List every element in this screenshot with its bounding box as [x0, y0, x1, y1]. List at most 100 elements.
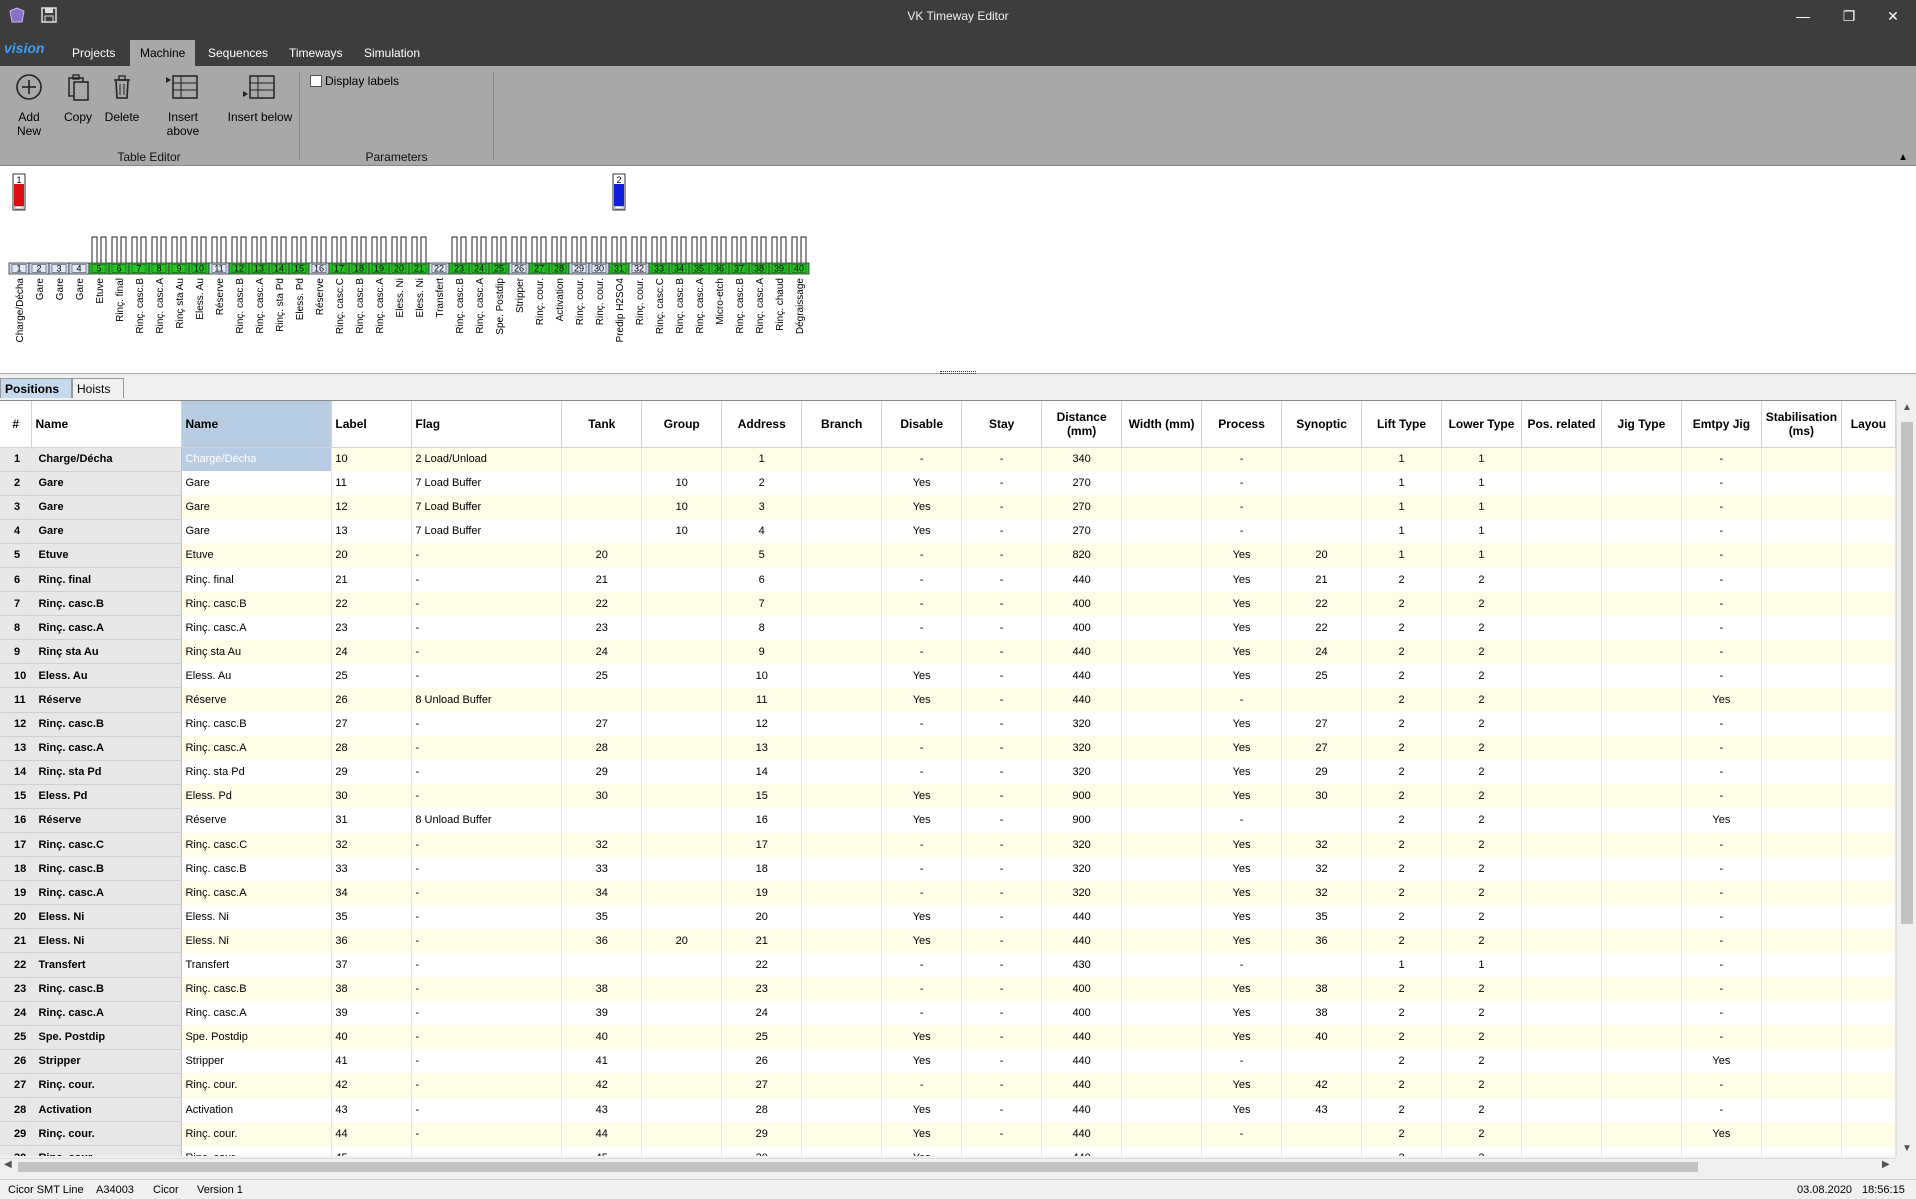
table-cell[interactable]: Yes [881, 687, 963, 713]
table-cell[interactable]: Yes [1201, 639, 1283, 664]
row-header-name[interactable]: Rinç. casc.A [31, 615, 183, 641]
table-cell[interactable] [801, 615, 883, 640]
table-cell[interactable] [1521, 977, 1602, 1002]
table-cell[interactable]: 14 [721, 760, 803, 785]
table-cell[interactable]: Eless. Ni [181, 904, 333, 929]
table-cell[interactable]: 10 [641, 519, 723, 544]
table-cell[interactable] [1761, 1001, 1842, 1026]
table-cell[interactable]: 22 [561, 591, 643, 616]
table-cell[interactable]: 2 [1441, 663, 1522, 688]
table-cell[interactable]: 18 [721, 856, 803, 881]
table-cell[interactable] [1761, 615, 1842, 640]
table-cell[interactable] [1121, 1145, 1203, 1156]
table-cell[interactable]: Yes [1201, 977, 1283, 1002]
table-cell[interactable]: - [1201, 447, 1283, 472]
table-cell[interactable]: 2 [1361, 904, 1442, 929]
table-cell[interactable]: 26 [721, 1049, 803, 1074]
table-cell[interactable]: - [881, 1001, 963, 1026]
table-cell[interactable] [1121, 639, 1203, 664]
table-cell[interactable] [801, 1097, 883, 1122]
table-cell[interactable]: 22 [331, 591, 413, 616]
table-cell[interactable]: 340 [1041, 447, 1123, 472]
row-header-name[interactable]: Rinç. sta Pd [31, 760, 183, 785]
row-number[interactable]: 20 [0, 904, 33, 930]
table-cell[interactable]: 33 [561, 856, 643, 881]
table-cell[interactable] [801, 1145, 883, 1156]
table-cell[interactable]: 7 Load Buffer [411, 519, 563, 544]
table-cell[interactable]: - [961, 1049, 1043, 1074]
table-cell[interactable]: - [961, 1073, 1043, 1098]
table-cell[interactable]: Yes [881, 1097, 963, 1122]
table-cell[interactable]: Yes [1681, 808, 1762, 833]
table-cell[interactable]: - [1681, 904, 1762, 929]
table-cell[interactable] [801, 447, 883, 472]
table-cell[interactable]: - [881, 567, 963, 592]
tab-timeways[interactable]: Timeways [289, 46, 343, 60]
row-number[interactable]: 9 [0, 639, 33, 665]
table-cell[interactable]: - [411, 1001, 563, 1026]
table-cell[interactable]: 42 [1281, 1073, 1363, 1098]
table-cell[interactable] [1761, 904, 1842, 929]
table-cell[interactable] [561, 952, 643, 978]
table-cell[interactable]: Yes [881, 904, 963, 929]
table-cell[interactable]: Rinç. casc.B [181, 591, 333, 616]
table-cell[interactable] [641, 712, 723, 737]
table-cell[interactable]: 33 [331, 856, 413, 881]
table-cell[interactable]: 36 [331, 928, 413, 953]
table-cell[interactable]: Yes [881, 928, 963, 953]
tab-hoists[interactable]: Hoists [72, 378, 124, 398]
scroll-up-icon[interactable]: ▲ [1902, 402, 1912, 413]
table-row[interactable]: 23 Rinç. casc.B Rinç. casc.B 38-38 23- -400 Ye… [0, 977, 1896, 1002]
save-icon[interactable] [40, 6, 58, 24]
table-cell[interactable] [1601, 1049, 1682, 1074]
table-cell[interactable] [1761, 977, 1842, 1002]
table-cell[interactable] [1601, 639, 1682, 664]
tab-projects[interactable]: Projects [72, 46, 116, 60]
table-cell[interactable]: Rinç. cour. [181, 1121, 333, 1146]
table-cell[interactable]: - [411, 952, 563, 978]
table-cell[interactable]: 430 [1041, 952, 1123, 978]
table-cell[interactable]: - [1201, 495, 1283, 520]
table-cell[interactable]: 440 [1041, 567, 1123, 592]
table-cell[interactable]: - [1681, 1001, 1762, 1026]
table-cell[interactable]: - [961, 447, 1043, 472]
row-header-name[interactable]: Rinç. casc.C [31, 832, 183, 858]
table-cell[interactable] [1121, 856, 1203, 881]
table-row[interactable]: 12 Rinç. casc.B Rinç. casc.B 27-27 12- -320 Ye… [0, 712, 1896, 737]
table-cell[interactable]: Yes [1681, 1049, 1762, 1074]
table-cell[interactable] [1841, 591, 1896, 616]
table-row[interactable]: 29 Rinç. cour. Rinç. cour. 44-44 29 Yes -440-2… [0, 1121, 1896, 1147]
table-cell[interactable] [641, 447, 723, 472]
table-cell[interactable]: 28 [561, 736, 643, 761]
table-cell[interactable]: 2 [1441, 808, 1522, 833]
table-cell[interactable]: 320 [1041, 736, 1123, 761]
table-cell[interactable]: Transfert [181, 952, 333, 978]
table-cell[interactable]: Rinç. casc.B [181, 856, 333, 881]
row-header-name[interactable]: Eless. Ni [31, 928, 183, 954]
table-row[interactable]: 2 Gare Gare 11 7 Load Buffer 10 2 Yes -270-1 1- [0, 471, 1896, 496]
table-cell[interactable]: 2 [1361, 1025, 1442, 1050]
table-cell[interactable] [1281, 1049, 1363, 1074]
row-number[interactable]: 24 [0, 1001, 33, 1026]
table-cell[interactable]: 5 [721, 543, 803, 568]
table-cell[interactable] [1761, 1097, 1842, 1122]
table-cell[interactable]: Yes [1201, 663, 1283, 688]
table-cell[interactable]: 900 [1041, 808, 1123, 833]
table-cell[interactable]: 43 [561, 1097, 643, 1122]
table-cell[interactable]: 2 [1441, 591, 1522, 616]
table-cell[interactable]: 32 [1281, 856, 1363, 881]
table-cell[interactable] [1281, 1145, 1363, 1156]
table-cell[interactable] [1521, 1049, 1602, 1074]
table-cell[interactable]: 2 [1441, 1073, 1522, 1098]
table-cell[interactable] [1841, 471, 1896, 496]
table-cell[interactable]: 12 [721, 712, 803, 737]
table-cell[interactable] [1601, 471, 1682, 496]
table-cell[interactable]: Yes [881, 663, 963, 688]
table-cell[interactable] [1121, 784, 1203, 809]
table-cell[interactable]: - [961, 832, 1043, 857]
table-cell[interactable]: - [881, 952, 963, 978]
table-cell[interactable]: 26 [331, 687, 413, 713]
table-cell[interactable]: 24 [331, 639, 413, 664]
table-cell[interactable] [1121, 519, 1203, 544]
row-number[interactable]: 18 [0, 856, 33, 882]
